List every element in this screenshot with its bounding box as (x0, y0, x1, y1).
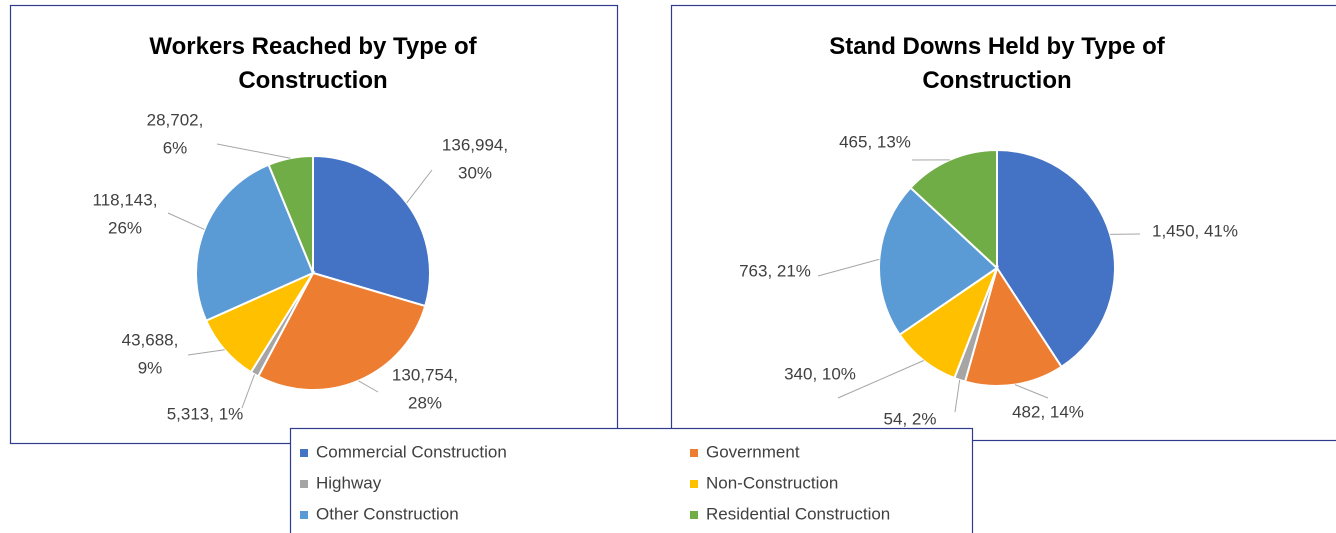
data-label: 763, 21% (739, 261, 811, 280)
data-label: 43,688, (122, 330, 179, 349)
chart-title: Workers Reached by Type of Construction (149, 33, 477, 94)
data-label: 28% (408, 393, 442, 412)
data-label: 30% (458, 163, 492, 182)
data-label: 136,994, (442, 135, 508, 154)
leader-line (241, 374, 256, 409)
data-label: 130,754, (392, 365, 458, 384)
legend-box (289, 427, 974, 533)
legend-label: Residential Construction (706, 504, 890, 523)
leader-line (187, 349, 225, 356)
pie-slice (256, 271, 427, 391)
leader-line (817, 258, 880, 277)
data-label: 340, 10% (784, 364, 856, 383)
data-label: 26% (108, 218, 142, 237)
data-label: 482, 14% (1012, 402, 1084, 421)
leader-line (216, 143, 291, 159)
data-label: 54, 2% (884, 409, 937, 428)
data-label: 465, 13% (839, 132, 911, 151)
leader-line (837, 360, 924, 399)
data-label: 5,313, 1% (167, 404, 244, 423)
leader-line (167, 212, 205, 230)
data-label: 6% (163, 138, 188, 157)
pie-slice (312, 154, 431, 308)
legend-swatch (690, 511, 698, 519)
data-label: 28,702, (147, 110, 204, 129)
chart-title: Stand Downs Held by Type of Construction (829, 33, 1165, 94)
legend-swatch (690, 480, 698, 488)
legend-swatch (690, 449, 698, 457)
legend-swatch (300, 480, 308, 488)
legend-swatch (300, 511, 308, 519)
pie-slice (267, 154, 314, 274)
legend-label: Highway (316, 473, 382, 492)
data-label: 118,143, (93, 190, 158, 209)
legend-label: Commercial Construction (316, 442, 507, 461)
leader-line (406, 169, 433, 204)
legend-swatch (300, 449, 308, 457)
legend-label: Government (706, 442, 800, 461)
leader-line (358, 380, 379, 393)
legend-label: Other Construction (316, 504, 459, 523)
data-label: 1,450, 41% (1152, 221, 1238, 240)
leader-line (1014, 384, 1049, 399)
pie-slice (909, 148, 998, 271)
leader-line (954, 379, 961, 413)
data-label: 9% (138, 358, 163, 377)
legend-label: Non-Construction (706, 473, 838, 492)
